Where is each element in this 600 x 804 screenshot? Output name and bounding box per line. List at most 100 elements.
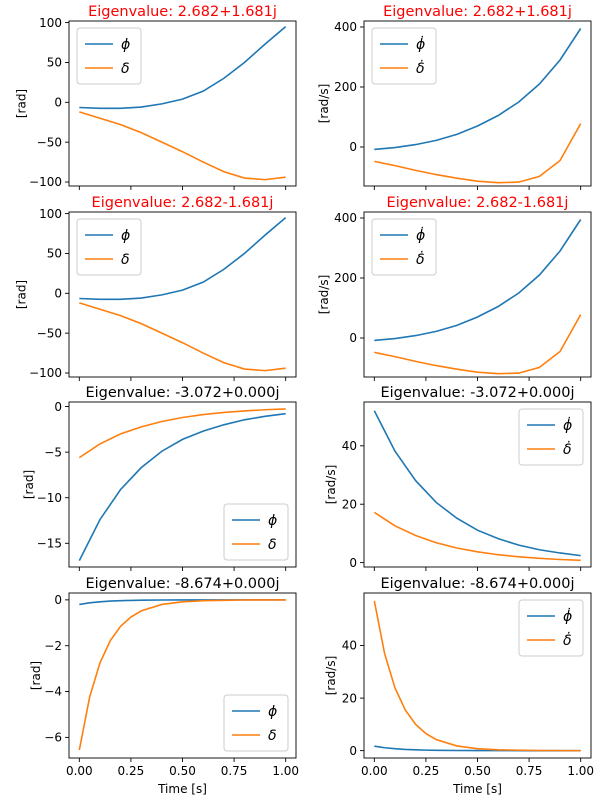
series-line-1 (78, 412, 286, 561)
legend-label: ϕ̇ (416, 226, 425, 244)
legend: ϕ̇ δ̇ (371, 27, 437, 85)
subplot-title: Eigenvalue: 2.682-1.681j (92, 195, 274, 211)
y-axis-label: [rad] (14, 280, 28, 309)
legend-label: δ (268, 537, 277, 553)
series-line-1 (79, 25, 287, 110)
legend-box (223, 694, 289, 752)
x-tick-label: 0.50 (464, 764, 491, 778)
legend-label: δ (268, 728, 277, 744)
y-tick-label: 20 (342, 691, 357, 705)
y-tick-label: −2 (44, 639, 62, 653)
y-axis-label: [rad] (14, 89, 28, 118)
subplot-4: Eigenvalue: 2.682-1.681j 0 200 400 [rad/s] ϕ̇… (317, 195, 592, 381)
legend-label: δ (121, 252, 130, 268)
subplot-title: Eigenvalue: 2.682+1.681j (88, 4, 277, 20)
y-tick-label: 0 (54, 400, 62, 414)
subplot-1: Eigenvalue: 2.682+1.681j −100 −50 0 50 100 [ra… (14, 4, 297, 190)
y-tick-label: 200 (334, 80, 357, 94)
legend-box (76, 27, 142, 85)
y-axis-label: [rad] (22, 470, 36, 499)
y-axis-label: [rad/s] (317, 275, 331, 315)
y-tick-label: 50 (47, 247, 62, 261)
legend: ϕδ (223, 503, 289, 561)
y-tick-label: 0 (54, 96, 62, 110)
x-tick-label: 0.25 (118, 764, 145, 778)
series-line-1 (374, 28, 582, 151)
legend: ϕ̇ δ̇ (371, 218, 437, 276)
legend-box (371, 27, 437, 85)
y-axis-label: [rad/s] (324, 656, 338, 696)
y-tick-label: −5 (44, 445, 62, 459)
x-tick-label: 0.00 (66, 764, 93, 778)
y-tick-label: −50 (37, 135, 62, 149)
y-axis-label: [rad] (29, 661, 43, 690)
x-tick-label: 0.00 (361, 764, 388, 778)
legend-box (76, 218, 142, 276)
legend: ϕ̇ δ̇ (518, 408, 584, 466)
y-tick-label: −15 (37, 536, 62, 550)
x-tick-label: 0.75 (516, 764, 543, 778)
legend-label: δ̇ (416, 250, 425, 268)
y-axis-label: [rad/s] (324, 465, 338, 505)
x-axis-label: Time [s] (452, 782, 502, 796)
x-tick-label: 1.00 (567, 764, 594, 778)
series-line-2 (374, 314, 582, 375)
legend-label: ϕ (268, 704, 277, 720)
y-tick-label: −50 (37, 326, 62, 340)
subplot-title: Eigenvalue: -8.674+0.000j (85, 576, 279, 592)
x-axis-label: Time [s] (157, 782, 207, 796)
legend-label: δ̇ (563, 631, 572, 649)
legend-label: ϕ̇ (563, 416, 572, 434)
y-tick-label: 40 (342, 639, 357, 653)
legend-label: ϕ (121, 37, 130, 53)
legend: ϕδ (76, 27, 142, 85)
legend-label: ϕ (268, 513, 277, 529)
y-tick-label: 0 (54, 287, 62, 301)
legend-label: δ (121, 61, 130, 77)
subplot-7: Eigenvalue: -8.674+0.000j 0.00 0.25 0.50 0.7… (29, 576, 299, 796)
y-tick-label: 200 (334, 271, 357, 285)
y-tick-label: 0 (349, 744, 357, 758)
subplot-title: Eigenvalue: 2.682-1.681j (387, 195, 569, 211)
series-line-2 (78, 599, 286, 751)
series-line-1 (79, 216, 287, 301)
subplot-title: Eigenvalue: 2.682+1.681j (383, 4, 572, 20)
subplot-5: Eigenvalue: -3.072+0.000j −15 −10 −5 0 [rad] ϕ… (22, 385, 297, 571)
series-line-2 (373, 600, 581, 752)
series-line-1 (374, 219, 582, 342)
y-tick-label: 0 (349, 556, 357, 570)
y-tick-label: 0 (349, 331, 357, 345)
y-tick-label: −100 (29, 366, 62, 380)
legend-box (371, 218, 437, 276)
legend-label: ϕ (121, 228, 130, 244)
x-tick-label: 1.00 (272, 764, 299, 778)
y-tick-label: 400 (334, 20, 357, 34)
y-axis-label: [rad/s] (317, 84, 331, 124)
series-line-2 (79, 302, 286, 372)
legend-label: δ̇ (563, 440, 572, 458)
subplot-title: Eigenvalue: -3.072+0.000j (85, 385, 279, 401)
subplot-title: Eigenvalue: -8.674+0.000j (380, 576, 574, 592)
y-tick-label: −4 (44, 685, 62, 699)
x-tick-label: 0.50 (169, 764, 196, 778)
y-tick-label: −10 (37, 491, 62, 505)
series-line-2 (374, 123, 582, 184)
x-tick-label: 0.25 (413, 764, 440, 778)
y-tick-label: 20 (342, 497, 357, 511)
y-tick-label: 0 (349, 140, 357, 154)
subplot-2: Eigenvalue: 2.682+1.681j 0 200 400 [rad/s] ϕ̇… (317, 4, 592, 190)
legend-box (223, 503, 289, 561)
series-line-2 (79, 111, 286, 181)
y-tick-label: 100 (39, 207, 62, 221)
y-tick-label: 100 (39, 16, 62, 30)
legend: ϕδ (223, 694, 289, 752)
subplot-3: Eigenvalue: 2.682-1.681j −100 −50 0 50 100 [ra… (14, 195, 297, 381)
series-line-1 (373, 410, 581, 557)
legend-box (518, 599, 584, 657)
y-tick-label: −100 (29, 175, 62, 189)
legend-label: ϕ̇ (416, 35, 425, 53)
subplot-8: Eigenvalue: -8.674+0.000j 0.00 0.25 0.50 0.7… (324, 576, 594, 796)
subplot-title: Eigenvalue: -3.072+0.000j (380, 385, 574, 401)
